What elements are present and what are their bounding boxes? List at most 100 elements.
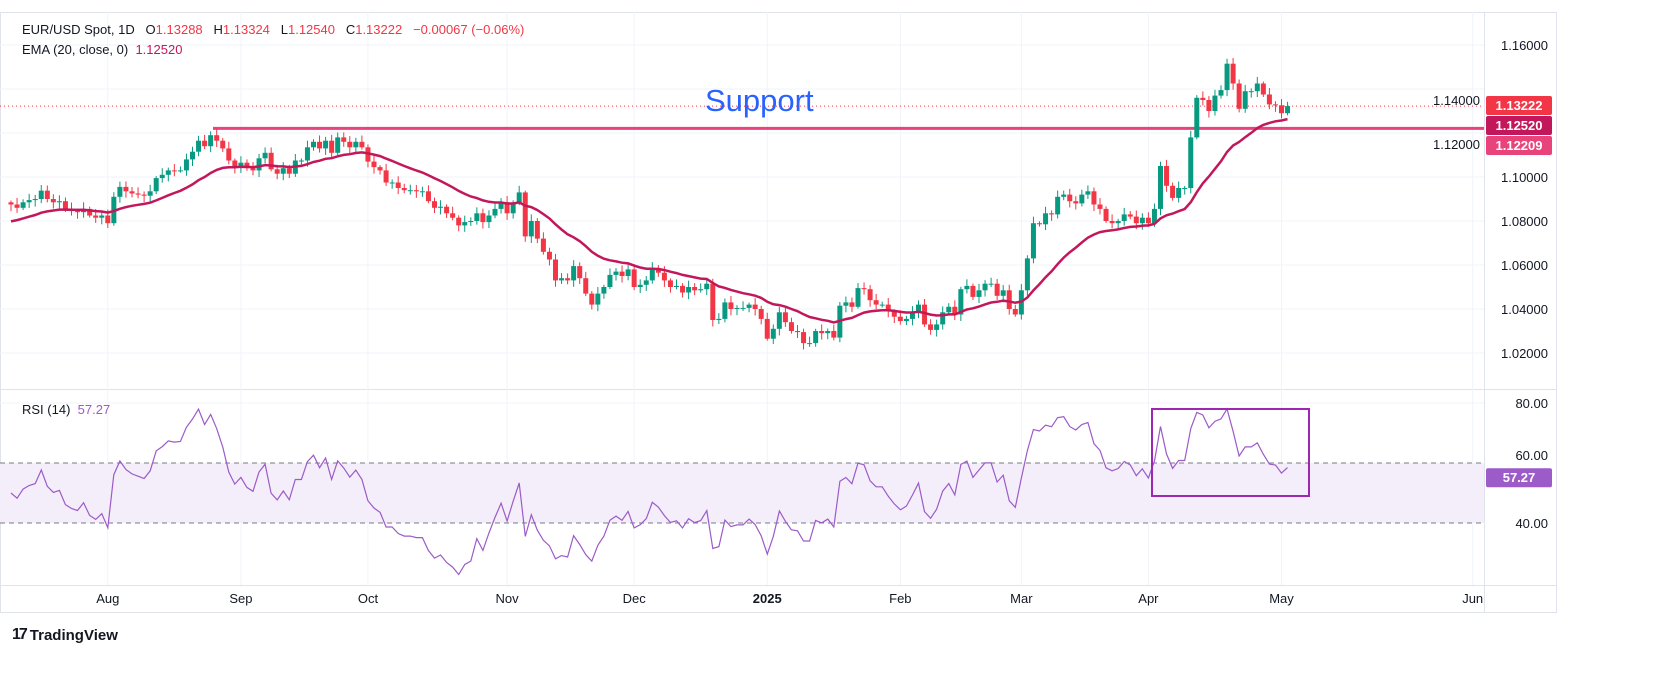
candle-body bbox=[728, 302, 734, 309]
candle-body bbox=[226, 148, 232, 161]
candle-body bbox=[147, 191, 153, 196]
candle-body bbox=[323, 140, 329, 149]
candle-body bbox=[553, 259, 558, 281]
candle-body bbox=[1230, 63, 1236, 84]
candle-body bbox=[916, 304, 921, 313]
candle-body bbox=[1012, 309, 1018, 315]
candle-body bbox=[873, 300, 879, 305]
candle-body bbox=[383, 170, 389, 183]
candle-body bbox=[752, 304, 758, 309]
candle-body bbox=[667, 280, 673, 287]
candle-body bbox=[994, 283, 1000, 296]
candle-body bbox=[280, 168, 286, 174]
open-value: 1.13288 bbox=[155, 22, 203, 37]
candle-body bbox=[795, 331, 800, 333]
candle-body bbox=[87, 208, 93, 216]
candle-body bbox=[861, 288, 867, 290]
candle-body bbox=[1139, 217, 1145, 224]
candle-body bbox=[1115, 221, 1121, 224]
candle-body bbox=[462, 222, 468, 226]
candle-body bbox=[740, 307, 746, 309]
candle-body bbox=[867, 289, 873, 301]
candle-body bbox=[26, 200, 32, 203]
candle-body bbox=[782, 312, 788, 323]
symbol-title[interactable]: EUR/USD Spot, 1D bbox=[22, 22, 135, 37]
candle-body bbox=[1266, 94, 1272, 105]
ema-value: 1.12520 bbox=[135, 42, 183, 57]
candle-body bbox=[722, 302, 728, 319]
y-tick-label: 1.06000 bbox=[1501, 258, 1548, 273]
rsi-value: 57.27 bbox=[77, 402, 111, 417]
candle-body bbox=[214, 135, 220, 141]
candle-body bbox=[304, 147, 310, 161]
candle-body bbox=[831, 331, 837, 338]
candle-body bbox=[377, 167, 383, 171]
candle-body bbox=[746, 304, 752, 308]
candle-body bbox=[1194, 97, 1200, 138]
candle-body bbox=[171, 170, 177, 172]
candle-body bbox=[419, 191, 425, 193]
ema-label[interactable]: EMA (20, close, 0) bbox=[22, 42, 129, 57]
candle-body bbox=[631, 269, 637, 287]
candle-body bbox=[1164, 166, 1170, 186]
candle-body bbox=[1043, 213, 1049, 225]
candle-body bbox=[613, 271, 619, 275]
candle-body bbox=[698, 289, 704, 291]
candle-body bbox=[649, 268, 655, 281]
candle-body bbox=[964, 285, 970, 290]
candle-body bbox=[190, 151, 195, 160]
candle-body bbox=[546, 251, 552, 260]
candle-body bbox=[208, 135, 214, 147]
candle-body bbox=[329, 140, 335, 153]
candle-body bbox=[825, 331, 831, 334]
tradingview-logo[interactable]: 17 TradingView bbox=[12, 626, 118, 644]
candle-body bbox=[976, 290, 982, 297]
candle-body bbox=[764, 318, 770, 339]
candle-body bbox=[1061, 194, 1067, 197]
candle-body bbox=[450, 213, 456, 218]
rsi-value-label-bg bbox=[1486, 468, 1552, 488]
rsi-label[interactable]: RSI (14) bbox=[22, 402, 71, 417]
close-value: 1.13222 bbox=[355, 22, 403, 37]
candle-body bbox=[510, 203, 516, 214]
candle-body bbox=[1218, 90, 1224, 96]
candle-body bbox=[1067, 194, 1073, 202]
rsi-line bbox=[10, 407, 1288, 576]
candle-body bbox=[1097, 204, 1103, 209]
candle-body bbox=[970, 285, 976, 297]
rsi-value-label: 57.27 bbox=[1503, 470, 1536, 485]
close-label: C bbox=[345, 22, 356, 37]
high-value: 1.13324 bbox=[222, 22, 270, 37]
candle-body bbox=[607, 274, 613, 287]
candle-body bbox=[262, 152, 268, 159]
candle-body bbox=[468, 221, 474, 223]
candle-body bbox=[516, 192, 522, 204]
candle-body bbox=[934, 324, 940, 330]
rsi-legend: RSI (14) 57.27 bbox=[22, 402, 110, 417]
candle-body bbox=[177, 170, 183, 172]
candle-body bbox=[50, 199, 56, 203]
candle-body bbox=[298, 160, 304, 162]
candle-body bbox=[1006, 290, 1012, 309]
candle-body bbox=[413, 190, 419, 192]
candle-body bbox=[637, 284, 643, 287]
candle-body bbox=[93, 215, 99, 218]
candle-body bbox=[1000, 290, 1006, 296]
candle-body bbox=[159, 174, 165, 179]
x-tick-label: Dec bbox=[623, 591, 647, 606]
candle-body bbox=[75, 211, 81, 213]
tradingview-logo-icon: 17 bbox=[12, 626, 28, 643]
candle-body bbox=[897, 316, 903, 322]
candle-body bbox=[8, 202, 14, 205]
candle-body bbox=[456, 217, 462, 226]
candle-body bbox=[389, 182, 395, 184]
candle-body bbox=[1248, 91, 1254, 93]
ema-price-label-bg bbox=[1486, 116, 1552, 135]
candle-body bbox=[1073, 201, 1079, 204]
candle-body bbox=[601, 287, 607, 294]
candle-body bbox=[444, 206, 450, 214]
candle-body bbox=[1188, 137, 1194, 188]
candle-body bbox=[1145, 217, 1151, 224]
candle-body bbox=[196, 140, 202, 152]
